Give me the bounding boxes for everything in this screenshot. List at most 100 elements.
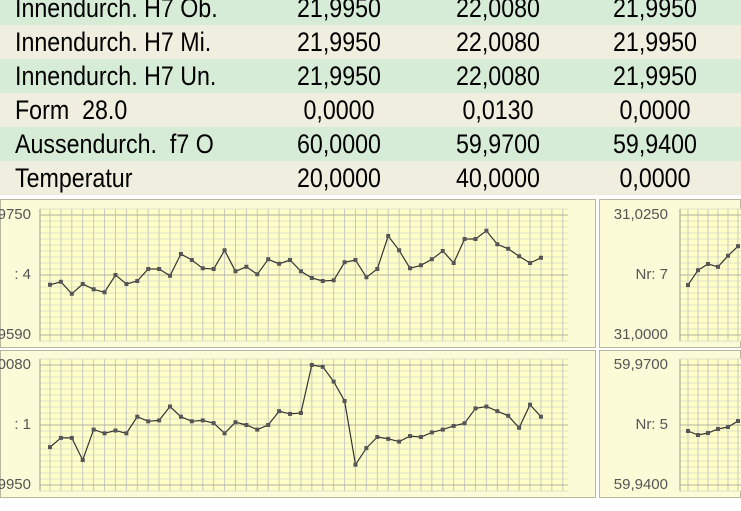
row-value: 0,0000	[619, 95, 691, 125]
row-value: 60,0000	[297, 129, 381, 159]
data-point	[69, 435, 74, 440]
data-point	[255, 272, 260, 277]
data-point	[429, 257, 434, 262]
data-point	[331, 379, 336, 384]
data-point	[696, 268, 700, 273]
data-point	[58, 279, 63, 284]
data-point	[364, 446, 369, 451]
data-point	[69, 291, 74, 296]
data-point	[113, 428, 118, 433]
y-tick-label: 9950	[0, 476, 31, 493]
data-point	[397, 439, 402, 444]
data-point	[517, 425, 522, 430]
row-value: 21,9950	[297, 27, 381, 57]
row-value: 21,9950	[613, 61, 697, 91]
data-point	[408, 434, 413, 439]
data-point	[124, 282, 129, 286]
data-point	[80, 458, 85, 463]
data-point	[168, 273, 173, 278]
data-point	[168, 404, 173, 409]
data-point	[48, 445, 52, 450]
row-value: 59,9700	[456, 129, 540, 159]
table-row: Form 28.0 0,0000 0,0130 0,0000	[0, 93, 741, 127]
row-value: 0,0000	[303, 95, 375, 125]
data-line	[49, 364, 542, 467]
data-point	[266, 257, 271, 262]
data-point	[473, 406, 478, 411]
table-row: Innendurch. H7 Un. 21,9950 22,0080 21,9950	[0, 59, 741, 93]
data-point	[309, 363, 314, 367]
y-tick-label: 59,9400	[614, 476, 668, 493]
data-point	[342, 399, 347, 403]
data-point	[288, 258, 293, 262]
data-point	[706, 261, 710, 266]
table-row: Aussendurch. f7 O 60,0000 59,9700 59,9400	[0, 127, 741, 161]
data-point	[462, 421, 467, 426]
data-point	[364, 275, 369, 280]
data-point	[189, 258, 194, 262]
data-point	[506, 413, 511, 418]
data-point	[686, 283, 690, 288]
data-point	[277, 409, 282, 414]
table-row: Innendurch. H7 Ob. 21,9950 22,0080 21,9950	[0, 0, 741, 25]
data-point	[375, 435, 380, 439]
data-point	[506, 246, 511, 251]
data-point	[353, 258, 358, 262]
data-point	[716, 427, 720, 431]
data-point	[113, 273, 118, 277]
data-point	[233, 269, 238, 274]
data-point	[266, 423, 271, 427]
data-point	[696, 433, 700, 437]
row-value: 20,0000	[297, 163, 381, 193]
data-point	[462, 237, 467, 241]
data-point	[484, 228, 489, 233]
data-point	[528, 261, 533, 265]
data-point	[495, 409, 500, 414]
row-value: 22,0080	[456, 61, 540, 91]
data-point	[146, 419, 151, 424]
data-point	[706, 431, 710, 435]
data-point	[736, 419, 740, 423]
data-point	[255, 427, 260, 432]
data-point	[726, 425, 730, 429]
data-point	[386, 436, 391, 441]
data-point	[91, 287, 96, 292]
row-label: Innendurch. H7 Un.	[15, 61, 217, 91]
data-point	[178, 414, 183, 419]
data-point	[200, 266, 205, 271]
row-value: 40,0000	[456, 163, 540, 193]
row-value: 0,0130	[462, 95, 534, 125]
data-point	[91, 427, 96, 432]
data-point	[80, 282, 85, 286]
data-point	[222, 431, 227, 436]
y-tick-label: 9750	[0, 206, 31, 223]
data-point	[200, 418, 205, 423]
row-value: 0,0000	[619, 163, 691, 193]
data-point	[211, 421, 216, 426]
data-point	[440, 427, 445, 432]
row-value: 21,9950	[613, 0, 697, 23]
data-point	[736, 244, 740, 249]
row-value: 59,9400	[613, 129, 697, 159]
data-point	[298, 411, 303, 415]
y-tick-label: 31,0000	[614, 326, 668, 343]
data-point	[686, 429, 690, 433]
data-point	[48, 282, 52, 287]
y-tick-label: 9590	[0, 326, 31, 343]
row-value: 21,9950	[297, 0, 381, 23]
data-point	[528, 402, 533, 407]
data-point	[102, 431, 107, 436]
series-label: Nr: 7	[635, 266, 668, 283]
row-label: Innendurch. H7 Ob.	[15, 0, 218, 23]
y-tick-label: 31,0250	[614, 206, 668, 223]
y-tick-label: 59,9700	[614, 356, 668, 373]
row-label: Innendurch. H7 Mi.	[15, 27, 212, 57]
data-point	[124, 431, 129, 436]
data-point	[102, 290, 107, 295]
data-point	[146, 267, 151, 271]
data-point	[538, 255, 543, 260]
data-point	[135, 279, 140, 283]
row-value: 22,0080	[456, 27, 540, 57]
data-point	[353, 462, 358, 467]
